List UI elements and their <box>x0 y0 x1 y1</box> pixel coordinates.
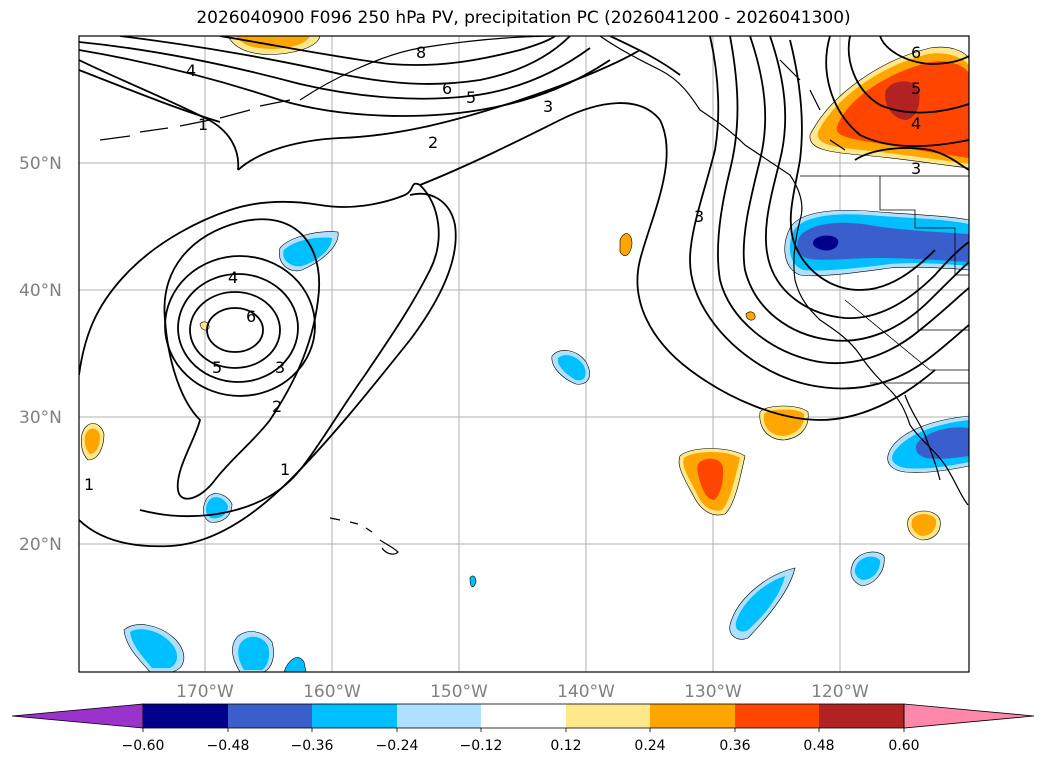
colorbar-swatch <box>228 704 312 728</box>
pv-label: 4 <box>228 268 238 287</box>
colorbar-tick-label: 0.12 <box>550 738 581 754</box>
lon-label-120w: 120°W <box>811 682 869 702</box>
lat-label-20n: 20°N <box>19 535 62 555</box>
colorbar-swatch <box>650 704 735 728</box>
pv-label: 4 <box>911 114 921 133</box>
colorbar-swatch <box>481 704 566 728</box>
colorbar-swatch <box>397 704 481 728</box>
colorbar: −0.60 −0.48 −0.36 −0.24 −0.12 0.12 0.24 … <box>11 703 1035 754</box>
colorbar-tick-label: −0.24 <box>376 738 419 754</box>
lat-label-30n: 30°N <box>19 408 62 428</box>
pv-label: 3 <box>911 159 921 178</box>
colorbar-extend-high <box>903 703 1035 729</box>
lat-label-40n: 40°N <box>19 281 62 301</box>
lon-label-130w: 130°W <box>684 682 742 702</box>
colorbar-tick-label: −0.36 <box>291 738 334 754</box>
pv-label: 5 <box>911 79 921 98</box>
colorbar-swatch <box>312 704 397 728</box>
latitude-labels: 50°N 40°N 30°N 20°N <box>19 154 62 555</box>
longitude-labels: 170°W 160°W 150°W 140°W 130°W 120°W <box>176 682 869 702</box>
colorbar-swatch <box>566 704 650 728</box>
pv-label: 6 <box>442 79 452 98</box>
pv-label: 3 <box>275 358 285 377</box>
graticule <box>79 36 969 672</box>
lon-label-170w: 170°W <box>176 682 234 702</box>
pv-label: 5 <box>212 358 222 377</box>
pv-label: 1 <box>84 475 94 494</box>
colorbar-tick-label: 0.48 <box>803 738 834 754</box>
pv-label: 2 <box>428 133 438 152</box>
pv-label: 3 <box>694 207 704 226</box>
colorbar-ticks <box>142 728 905 732</box>
pv-label: 3 <box>543 97 553 116</box>
pv-label: 6 <box>246 307 256 326</box>
map-title: 2026040900 F096 250 hPa PV, precipitatio… <box>196 8 851 28</box>
lon-label-160w: 160°W <box>303 682 361 702</box>
colorbar-swatch <box>735 704 819 728</box>
map-panel: 8 4 1 6 5 3 2 4 6 5 3 2 1 1 3 6 5 4 3 <box>78 35 970 673</box>
lat-label-50n: 50°N <box>19 154 62 174</box>
lon-label-150w: 150°W <box>430 682 488 702</box>
pv-label: 1 <box>198 115 208 134</box>
colorbar-tick-label: −0.48 <box>207 738 250 754</box>
colorbar-tick-label: 0.36 <box>719 738 750 754</box>
pv-label: 8 <box>416 43 426 62</box>
pv-label: 6 <box>911 43 921 62</box>
lon-label-140w: 140°W <box>557 682 615 702</box>
colorbar-tick-label: 0.60 <box>888 738 919 754</box>
colorbar-tick-label: −0.60 <box>122 738 165 754</box>
colorbar-tick-label: −0.12 <box>460 738 503 754</box>
pv-label: 1 <box>280 460 290 479</box>
colorbar-swatch <box>819 704 904 728</box>
pv-label: 2 <box>272 397 282 416</box>
colorbar-tick-label: 0.24 <box>634 738 665 754</box>
colorbar-extend-low <box>11 703 144 729</box>
pv-label: 5 <box>466 88 476 107</box>
colorbar-swatch <box>143 704 228 728</box>
pv-contours <box>79 36 969 548</box>
pv-contour-labels: 8 4 1 6 5 3 2 4 6 5 3 2 1 1 3 6 5 4 3 <box>84 43 921 494</box>
coastlines <box>99 36 969 555</box>
pv-label: 4 <box>186 61 196 80</box>
